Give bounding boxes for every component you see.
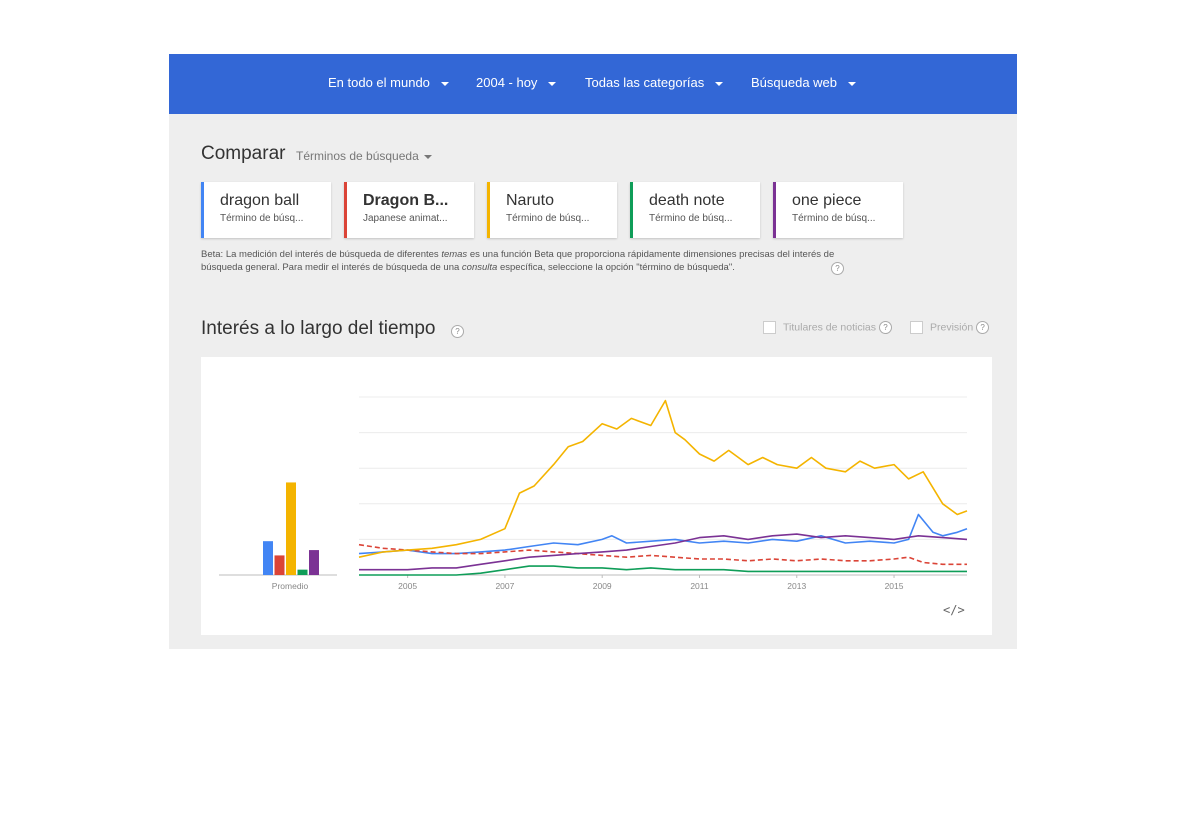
term-card-dragon-ball[interactable]: dragon ball Término de búsq... — [201, 182, 331, 238]
term-card-one-piece[interactable]: one piece Término de búsq... — [773, 182, 903, 238]
interest-chart: Promedio 2005 2007 2009 2011 2013 2015 — [219, 396, 968, 591]
x-tick-label: 2007 — [495, 581, 514, 591]
search-type-filter-label: Búsqueda web — [751, 75, 838, 90]
x-tick-label: 2013 — [787, 581, 806, 591]
x-tick-label: 2005 — [398, 581, 417, 591]
help-icon[interactable]: ? — [451, 325, 464, 338]
series-line — [358, 513, 968, 555]
term-type: Japanese animat... — [363, 213, 448, 224]
x-tick-label: 2015 — [885, 581, 904, 591]
series-line — [359, 565, 967, 576]
beta-note-text: específica, seleccione la opción "términ… — [497, 262, 735, 273]
region-filter-label: En todo el mundo — [328, 75, 430, 90]
average-bar — [286, 482, 296, 575]
beta-note-text: Beta: La medición del interés de búsqued… — [201, 249, 442, 260]
help-icon[interactable]: ? — [976, 321, 990, 334]
term-card-naruto[interactable]: Naruto Término de búsq... — [487, 182, 617, 238]
term-name: one piece — [792, 192, 862, 209]
term-name: Naruto — [506, 192, 555, 209]
term-card-dragon-ball-topic[interactable]: Dragon B... Japanese animat... — [344, 182, 474, 238]
time-range-filter-label: 2004 - hoy — [476, 75, 538, 90]
news-headlines-label: Titulares de noticias — [783, 321, 876, 334]
compare-title: Comparar — [201, 143, 286, 164]
chevron-down-icon — [423, 154, 432, 159]
average-bar — [309, 550, 319, 575]
average-label: Promedio — [272, 581, 309, 591]
series-line — [359, 533, 968, 571]
beta-note: Beta: La medición del interés de búsqued… — [201, 248, 851, 274]
trends-app: En todo el mundo 2004 - hoy Todas las ca… — [169, 54, 1017, 649]
time-range-filter[interactable]: 2004 - hoy — [476, 54, 557, 114]
chevron-down-icon — [440, 81, 449, 86]
term-name: death note — [649, 192, 725, 209]
chevron-down-icon — [548, 81, 557, 86]
chevron-down-icon — [715, 81, 724, 86]
x-tick-label: 2009 — [593, 581, 612, 591]
help-icon[interactable]: ? — [831, 262, 844, 275]
region-filter[interactable]: En todo el mundo — [328, 54, 449, 114]
x-tick-label: 2011 — [690, 581, 709, 591]
term-type: Término de búsq... — [506, 213, 590, 224]
term-type: Término de búsq... — [649, 213, 733, 224]
beta-note-text: es una función Beta que proporciona rápi… — [201, 249, 835, 273]
beta-note-emphasis: consulta — [461, 262, 498, 273]
forecast-label: Previsión — [930, 321, 974, 334]
term-name: Dragon B... — [363, 192, 449, 209]
compare-type-label: Términos de búsqueda — [296, 149, 419, 163]
embed-code-icon[interactable]: </> — [943, 603, 965, 617]
series-line — [358, 399, 968, 558]
term-type: Término de búsq... — [220, 213, 304, 224]
news-headlines-option: Titulares de noticias ? — [763, 321, 892, 334]
average-bar — [274, 555, 285, 575]
category-filter-label: Todas las categorías — [585, 75, 705, 90]
news-headlines-checkbox[interactable] — [763, 321, 776, 334]
chevron-down-icon — [848, 81, 857, 86]
compare-type-dropdown[interactable]: Términos de búsqueda — [296, 149, 432, 163]
search-type-filter[interactable]: Búsqueda web — [751, 54, 857, 114]
average-bar — [297, 569, 308, 575]
filter-bar: En todo el mundo 2004 - hoy Todas las ca… — [169, 54, 1017, 114]
interest-chart-card: Promedio 2005 2007 2009 2011 2013 2015 </> — [201, 357, 992, 635]
interest-over-time-title: Interés a lo largo del tiempo — [201, 318, 436, 339]
forecast-option: Previsión ? — [910, 321, 990, 334]
series-line — [358, 543, 967, 566]
term-name: dragon ball — [220, 192, 300, 209]
help-icon[interactable]: ? — [878, 321, 892, 334]
average-bar — [263, 541, 273, 575]
category-filter[interactable]: Todas las categorías — [585, 54, 724, 114]
forecast-checkbox[interactable] — [910, 321, 923, 334]
beta-note-emphasis: temas — [441, 249, 468, 260]
term-type: Término de búsq... — [792, 213, 876, 224]
term-card-death-note[interactable]: death note Término de búsq... — [630, 182, 760, 238]
